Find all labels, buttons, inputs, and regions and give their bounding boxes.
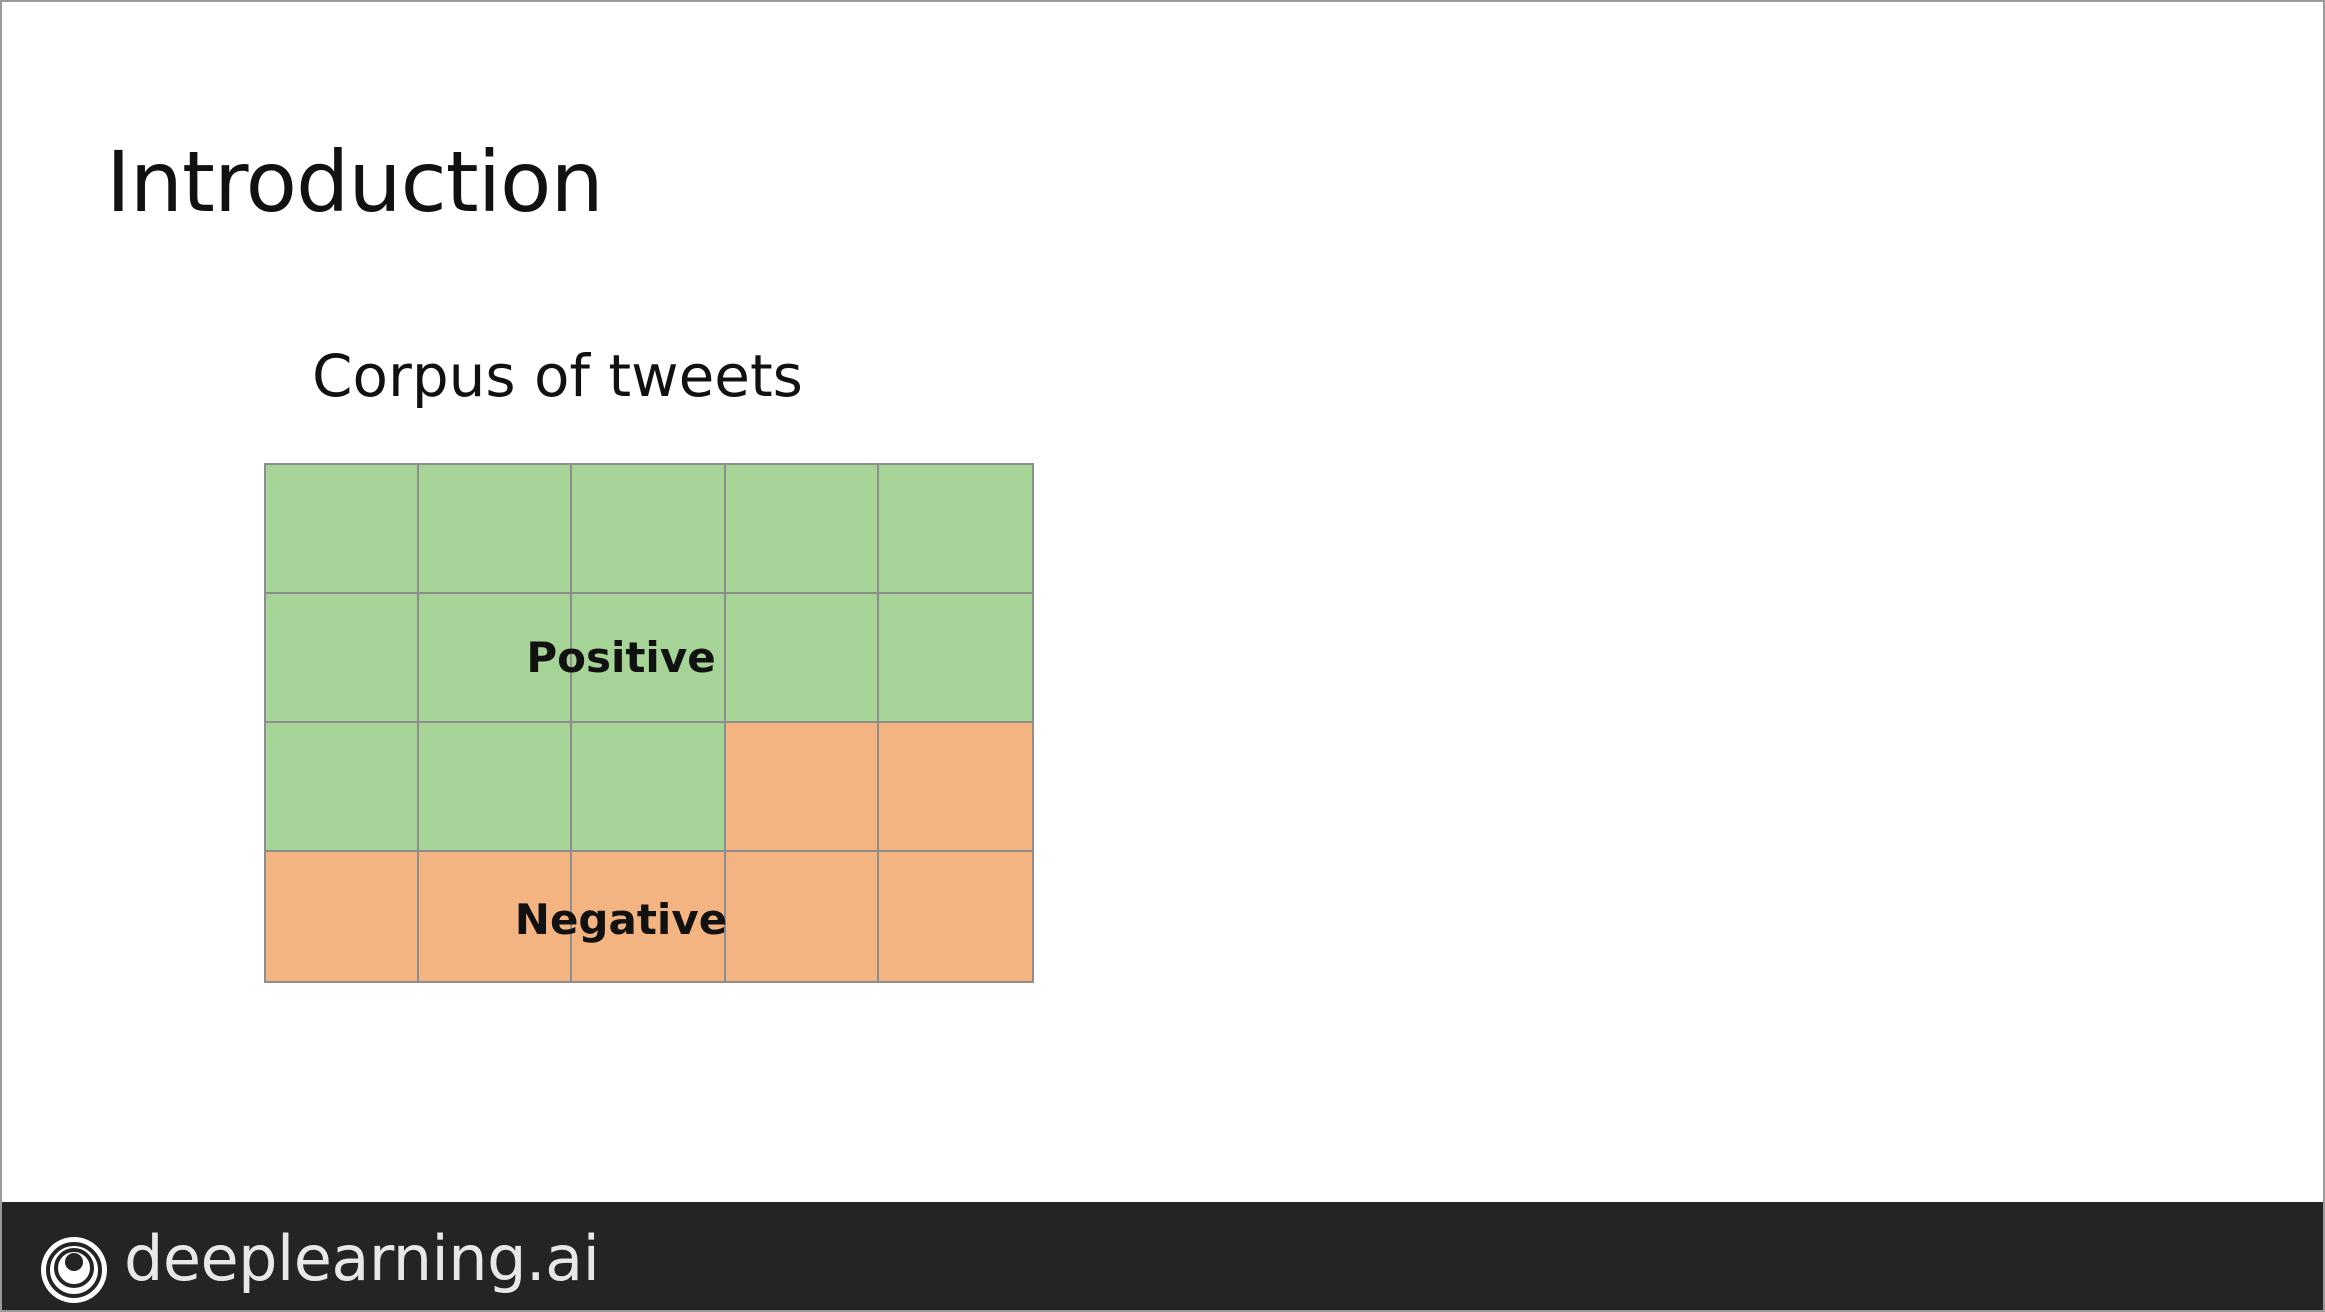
negative-tweet-cell: [725, 723, 879, 852]
positive-tweet-cell: [572, 465, 726, 594]
negative-tweet-cell: [266, 852, 420, 981]
positive-tweet-cell: [419, 723, 573, 852]
brand-name: deeplearning.ai: [124, 1222, 600, 1295]
deeplearning-logo-icon: [41, 1237, 107, 1303]
positive-tweet-cell: [419, 594, 573, 723]
positive-tweet-cell: [878, 465, 1032, 594]
positive-tweet-cell: [878, 594, 1032, 723]
negative-tweet-cell: [725, 852, 879, 981]
footer-bar: deeplearning.ai: [2, 1202, 2323, 1310]
positive-tweet-cell: [266, 594, 420, 723]
slide-title: Introduction: [106, 133, 604, 231]
positive-tweet-cell: [266, 465, 420, 594]
negative-tweet-cell: [878, 723, 1032, 852]
positive-tweet-cell: [572, 594, 726, 723]
positive-tweet-cell: [725, 465, 879, 594]
positive-tweet-cell: [572, 723, 726, 852]
tweet-corpus-grid: Positive Negative: [264, 463, 1034, 983]
negative-tweet-cell: [572, 852, 726, 981]
negative-tweet-cell: [878, 852, 1032, 981]
positive-tweet-cell: [266, 723, 420, 852]
positive-tweet-cell: [419, 465, 573, 594]
positive-tweet-cell: [725, 594, 879, 723]
negative-tweet-cell: [419, 852, 573, 981]
slide-subtitle: Corpus of tweets: [312, 342, 803, 410]
